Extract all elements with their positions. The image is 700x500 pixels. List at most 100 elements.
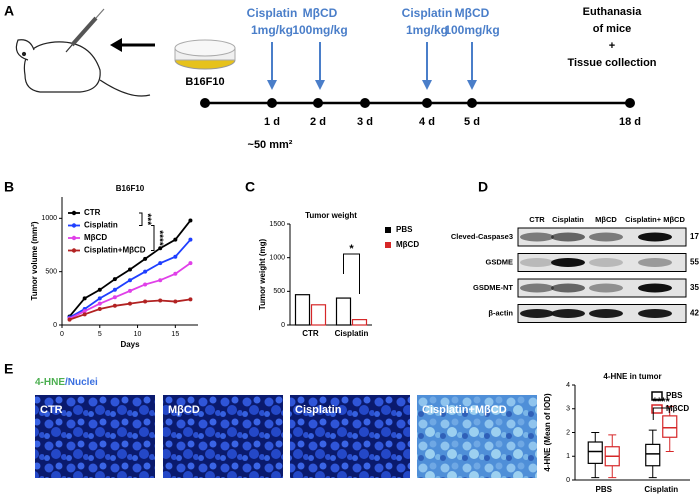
day-label: 18 d <box>619 116 641 128</box>
image-label: MβCD <box>168 404 200 416</box>
data-point <box>112 295 117 300</box>
data-point <box>158 261 163 266</box>
blot-kda: 35 <box>690 283 699 292</box>
event-drug: MβCD <box>455 6 490 20</box>
y-tick-label: 0 <box>281 322 285 329</box>
blot-band <box>638 309 672 318</box>
data-point <box>112 303 117 308</box>
legend-marker <box>71 223 77 228</box>
x-tick-label: 15 <box>171 331 179 338</box>
sig-bracket <box>139 212 143 226</box>
event-dose: 100mg/kg <box>444 23 499 37</box>
data-point <box>97 296 102 301</box>
legend-label: PBS <box>666 391 683 400</box>
sig-label: * <box>349 243 354 255</box>
sig-label: *** <box>141 213 152 225</box>
bar <box>351 319 368 326</box>
x-axis-label: Days <box>120 340 140 349</box>
legend-label: Cisplatin <box>84 221 118 230</box>
event-arrowhead <box>422 80 432 90</box>
event-drug: MβCD <box>303 6 338 20</box>
image-label: Cisplatin <box>295 404 342 416</box>
y-tick-label: 2 <box>566 429 570 436</box>
micrograph <box>290 395 410 478</box>
data-point <box>97 301 102 306</box>
data-point <box>82 296 87 301</box>
timeline-dot <box>313 98 323 108</box>
bar <box>294 294 311 326</box>
timeline-dot <box>360 98 370 108</box>
panel-label: E <box>4 361 13 377</box>
data-point <box>173 237 178 242</box>
legend-marker <box>385 242 391 248</box>
data-point <box>128 278 132 283</box>
event-dose: 1mg/kg <box>406 23 448 37</box>
legend-label: CTR <box>84 208 101 217</box>
blot-kda: 17 <box>690 232 699 241</box>
y-tick-label: 1000 <box>269 255 285 262</box>
legend-marker <box>385 227 391 233</box>
data-point <box>173 299 178 304</box>
data-point <box>158 246 163 251</box>
blot-band <box>520 232 554 242</box>
arrow <box>110 38 155 52</box>
legend-marker <box>71 248 77 253</box>
end-note: Tissue collection <box>567 57 656 69</box>
timeline-dot <box>200 98 210 108</box>
y-tick-label: 1000 <box>41 215 57 222</box>
data-point <box>82 312 87 317</box>
timeline-dot <box>422 98 432 108</box>
event-drug: Cisplatin <box>402 6 453 20</box>
data-point <box>188 237 193 242</box>
micrograph <box>35 395 155 478</box>
end-note: of mice <box>593 23 632 35</box>
legend-label: Cisplatin+MβCD <box>84 246 146 255</box>
data-point <box>188 297 193 302</box>
box <box>645 443 661 467</box>
cell-line: B16F10 <box>185 76 224 88</box>
x-tick-label: CTR <box>302 329 319 338</box>
panel-label: A <box>4 3 14 19</box>
data-point <box>173 254 178 259</box>
y-tick-label: 4 <box>566 382 570 389</box>
event-dose: 100mg/kg <box>292 23 347 37</box>
image-label: CTR <box>40 404 63 416</box>
stain-a: 4-HNE <box>35 377 65 388</box>
data-point <box>188 218 193 223</box>
day-label: 2 d <box>310 116 326 128</box>
blot-row-label: Cleved-Caspase3 <box>451 232 513 241</box>
chart-title: Tumor weight <box>305 211 357 220</box>
data-point <box>173 271 178 276</box>
blot-band <box>551 258 585 267</box>
blot-band <box>638 283 672 293</box>
data-point <box>67 317 72 322</box>
blot-band <box>638 232 672 242</box>
blot-frame <box>517 278 687 298</box>
x-tick-label: 10 <box>134 331 142 338</box>
day-label: 3 d <box>357 116 373 128</box>
y-tick-label: 1500 <box>269 221 285 228</box>
event-dose: 1mg/kg <box>251 23 293 37</box>
blot-band <box>551 232 585 242</box>
event-arrowhead <box>315 80 325 90</box>
lane-label: Cisplatin+ MβCD <box>625 215 685 224</box>
blot-band <box>589 309 623 318</box>
start-note: ~50 mm² <box>248 139 293 151</box>
lane-label: MβCD <box>595 215 617 224</box>
lane-label: Cisplatin <box>552 215 584 224</box>
blot-row-label: GSDME-NT <box>473 283 513 292</box>
data-point <box>158 278 163 283</box>
blot-band <box>589 232 623 242</box>
day-label: 1 d <box>264 116 280 128</box>
lane-label: CTR <box>529 215 545 224</box>
blot-band <box>551 283 585 293</box>
day-label: 5 d <box>464 116 480 128</box>
data-point <box>143 299 148 304</box>
stain-legend: 4-HNE/Nuclei <box>35 377 98 388</box>
blot-band <box>520 258 554 267</box>
event-drug: Cisplatin <box>247 6 298 20</box>
legend-marker <box>651 404 663 414</box>
legend-marker <box>71 235 77 241</box>
stain-b: /Nuclei <box>65 377 98 388</box>
